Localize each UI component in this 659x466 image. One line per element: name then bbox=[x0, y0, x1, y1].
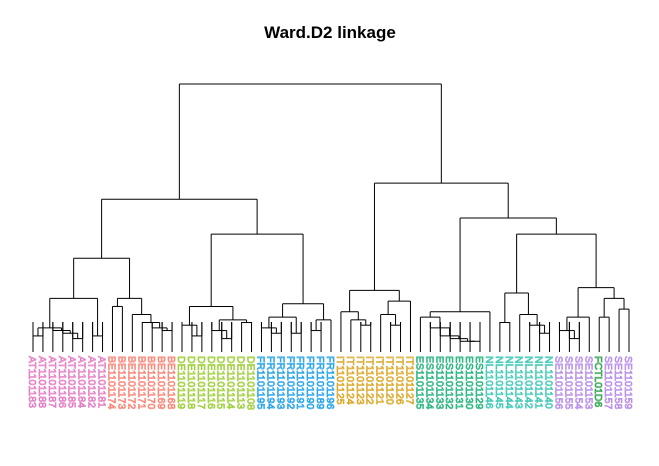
leaf-label: FR1101194 bbox=[264, 356, 276, 409]
leaf-label: NL1101144 bbox=[503, 356, 515, 409]
leaf-label: IT1101125 bbox=[334, 356, 346, 405]
leaf-label: AT1101181 bbox=[96, 356, 108, 408]
leaf-label: DE1101117 bbox=[195, 356, 207, 409]
leaf-label: BE1101173 bbox=[115, 356, 127, 409]
leaf-label: ES1101133 bbox=[433, 356, 445, 409]
leaf-label: DE1101113 bbox=[235, 356, 247, 409]
leaf-label: SE1101153 bbox=[582, 356, 594, 409]
leaf-label: BE1101174 bbox=[105, 356, 117, 409]
leaf-label: IT1101126 bbox=[394, 356, 406, 405]
leaf-label: SE1101154 bbox=[572, 356, 584, 409]
leaf-labels: AT1101183AT1101188AT1101187AT1101186AT11… bbox=[26, 356, 635, 411]
leaf-label: ES1101129 bbox=[473, 356, 485, 409]
leaf-label: IT1101121 bbox=[374, 356, 386, 405]
leaf-label: SE1101157 bbox=[602, 356, 614, 409]
leaf-label: NL1101143 bbox=[513, 356, 525, 409]
leaf-label: ES1101135 bbox=[413, 356, 425, 409]
leaf-label: DE1101108 bbox=[245, 356, 257, 410]
leaf-label: AT1101183 bbox=[26, 356, 38, 408]
leaf-label: DE1101119 bbox=[175, 356, 187, 409]
leaf-label: BE1101168 bbox=[165, 356, 177, 409]
leaf-label: ES1101134 bbox=[423, 356, 435, 409]
leaf-label: SE1101155 bbox=[562, 356, 574, 409]
leaf-label: BE1101169 bbox=[155, 356, 167, 409]
leaf-label: SE1101159 bbox=[622, 356, 634, 409]
leaf-label: ES1101132 bbox=[443, 356, 455, 409]
leaf-label: AT1101185 bbox=[66, 356, 78, 408]
leaf-label: ES1101131 bbox=[453, 356, 465, 409]
dendrogram-tree bbox=[32, 83, 630, 352]
leaf-label: FR1101192 bbox=[284, 356, 296, 409]
leaf-label: BE1101172 bbox=[125, 356, 137, 409]
leaf-label: IT1101120 bbox=[384, 356, 396, 405]
leaf-label: SE1101158 bbox=[612, 356, 624, 409]
leaf-label: BE1101171 bbox=[135, 356, 147, 409]
leaf-label: IT1101122 bbox=[364, 356, 376, 405]
leaf-label: SE1101156 bbox=[552, 356, 564, 409]
leaf-label: NL1101145 bbox=[493, 356, 505, 409]
leaf-label: FR1101196 bbox=[324, 356, 336, 409]
leaf-label: IT1101123 bbox=[354, 356, 366, 405]
leaf-label: AT1101184 bbox=[76, 356, 88, 408]
leaf-label: FCTL01D6 bbox=[592, 356, 604, 408]
leaf-label: NL1101146 bbox=[483, 356, 495, 409]
leaf-label: FR1101189 bbox=[314, 356, 326, 409]
chart-title: Ward.D2 linkage bbox=[264, 23, 396, 42]
leaf-label: DE1101118 bbox=[185, 356, 197, 409]
leaf-label: AT1101188 bbox=[36, 356, 48, 408]
leaf-label: AT1101186 bbox=[56, 356, 68, 408]
leaf-label: FR1101195 bbox=[254, 356, 266, 409]
leaf-label: FR1101190 bbox=[304, 356, 316, 409]
leaf-label: NL1101140 bbox=[543, 356, 555, 409]
leaf-label: DE1101115 bbox=[215, 356, 227, 409]
leaf-label: ES1101130 bbox=[463, 356, 475, 409]
leaf-label: BE1101170 bbox=[145, 356, 157, 409]
leaf-label: IT1101127 bbox=[403, 356, 415, 405]
leaf-label: AT1101187 bbox=[46, 356, 58, 408]
leaf-label: FR1101191 bbox=[294, 356, 306, 409]
leaf-label: DE1101114 bbox=[225, 356, 237, 409]
leaf-label: IT1101124 bbox=[344, 356, 356, 405]
leaf-label: FR1101193 bbox=[274, 356, 286, 409]
leaf-label: DE1101116 bbox=[205, 356, 217, 409]
leaf-label: NL1101142 bbox=[523, 356, 535, 409]
leaf-label: AT1101182 bbox=[86, 356, 98, 408]
leaf-label: NL1101141 bbox=[533, 356, 545, 409]
